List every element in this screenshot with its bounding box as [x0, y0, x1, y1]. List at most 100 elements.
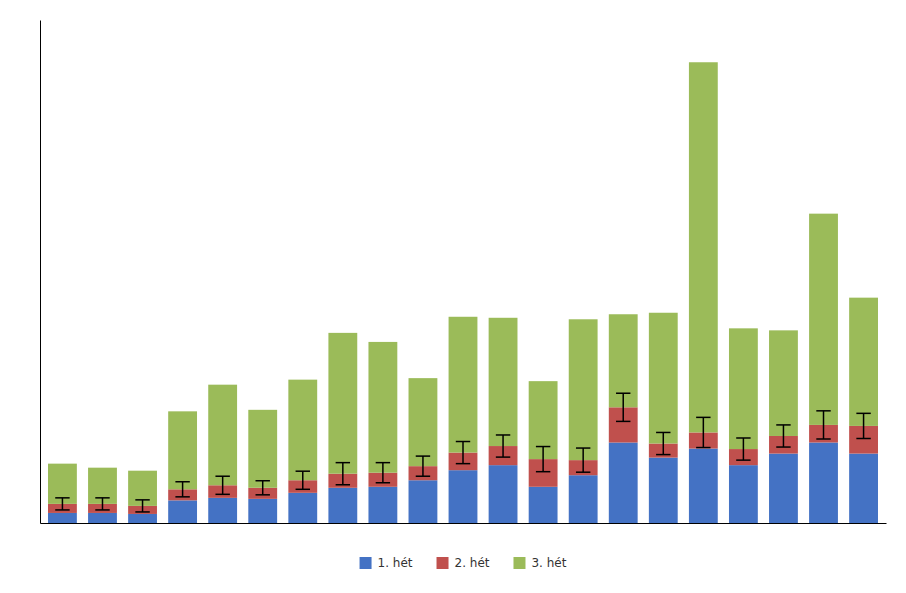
error-bar — [182, 482, 184, 497]
bar-segment — [529, 487, 558, 523]
error-bar — [462, 442, 464, 464]
error-cap — [135, 499, 149, 501]
bar-segment — [168, 500, 197, 523]
error-cap — [175, 496, 189, 498]
error-cap — [376, 462, 390, 464]
bar-segment — [729, 465, 758, 523]
error-bar — [382, 463, 384, 483]
error-cap — [856, 438, 870, 440]
bar-segment — [689, 62, 718, 432]
error-cap — [776, 446, 790, 448]
error-cap — [576, 471, 590, 473]
bar-segment — [769, 330, 798, 436]
bar-segment — [569, 475, 598, 523]
error-bar — [262, 481, 264, 495]
error-bar — [302, 471, 304, 489]
error-cap — [536, 446, 550, 448]
error-cap — [336, 462, 350, 464]
bar-segment — [489, 318, 518, 446]
legend-swatch — [437, 557, 449, 569]
error-cap — [496, 434, 510, 436]
error-cap — [736, 437, 750, 439]
error-bar — [582, 448, 584, 472]
bar-segment — [88, 468, 117, 504]
bar-segment — [569, 319, 598, 460]
bar-segment — [88, 513, 117, 523]
error-cap — [576, 447, 590, 449]
bar-segment — [368, 342, 397, 473]
error-cap — [135, 511, 149, 513]
y-axis — [40, 21, 41, 524]
legend-item: 1. hét — [360, 556, 413, 570]
bar-segment — [649, 313, 678, 444]
bar-segment — [729, 328, 758, 449]
bar-segment — [248, 499, 277, 523]
series-bars — [48, 62, 878, 506]
error-bar — [422, 456, 424, 476]
bar-segment — [849, 298, 878, 426]
error-cap — [696, 417, 710, 419]
error-bar — [502, 435, 504, 457]
legend-label: 3. hét — [531, 556, 566, 570]
error-cap — [296, 470, 310, 472]
x-axis-line — [41, 523, 887, 524]
bar-segment — [609, 314, 638, 407]
bar-segment — [649, 458, 678, 523]
x-axis — [41, 523, 887, 524]
error-cap — [416, 475, 430, 477]
error-cap — [816, 410, 830, 412]
error-cap — [336, 484, 350, 486]
bar-segment — [288, 380, 317, 481]
error-bar — [222, 476, 224, 494]
bar-segment — [449, 317, 478, 453]
bar-segment — [328, 488, 357, 523]
legend-swatch — [513, 557, 525, 569]
bar-segment — [849, 454, 878, 523]
error-cap — [175, 481, 189, 483]
error-cap — [656, 454, 670, 456]
bar-segment — [48, 464, 77, 504]
error-bar — [622, 393, 624, 421]
bar-segment — [168, 411, 197, 489]
error-bar — [783, 425, 785, 447]
bar-segment — [609, 443, 638, 523]
bar-segment — [248, 410, 277, 488]
bar-segment — [409, 378, 438, 466]
error-cap — [616, 392, 630, 394]
error-cap — [215, 494, 229, 496]
bar-segment — [809, 214, 838, 425]
error-cap — [696, 447, 710, 449]
error-cap — [736, 459, 750, 461]
error-cap — [416, 455, 430, 457]
bar-segment — [48, 513, 77, 523]
bar-segment — [208, 385, 237, 486]
error-bars — [55, 393, 871, 512]
error-cap — [656, 432, 670, 434]
bar-segment — [328, 333, 357, 474]
error-cap — [856, 413, 870, 415]
error-cap — [55, 509, 69, 511]
error-bar — [102, 498, 104, 510]
error-cap — [456, 441, 470, 443]
error-cap — [616, 421, 630, 423]
error-cap — [816, 438, 830, 440]
error-bar — [342, 463, 344, 485]
bar-segment — [409, 480, 438, 523]
bar-segment — [288, 493, 317, 523]
chart: 1. hét2. hét3. hét — [0, 0, 906, 593]
error-cap — [256, 494, 270, 496]
bar-segment — [489, 465, 518, 523]
error-cap — [95, 509, 109, 511]
error-bar — [743, 438, 745, 460]
error-cap — [55, 497, 69, 499]
legend-label: 1. hét — [378, 556, 413, 570]
legend: 1. hét2. hét3. hét — [360, 556, 567, 570]
error-bar — [142, 500, 144, 512]
bar-segment — [689, 449, 718, 523]
error-bar — [863, 413, 865, 438]
error-cap — [776, 424, 790, 426]
error-bar — [823, 411, 825, 439]
error-cap — [496, 456, 510, 458]
error-bar — [542, 447, 544, 472]
y-axis-line — [40, 21, 41, 524]
